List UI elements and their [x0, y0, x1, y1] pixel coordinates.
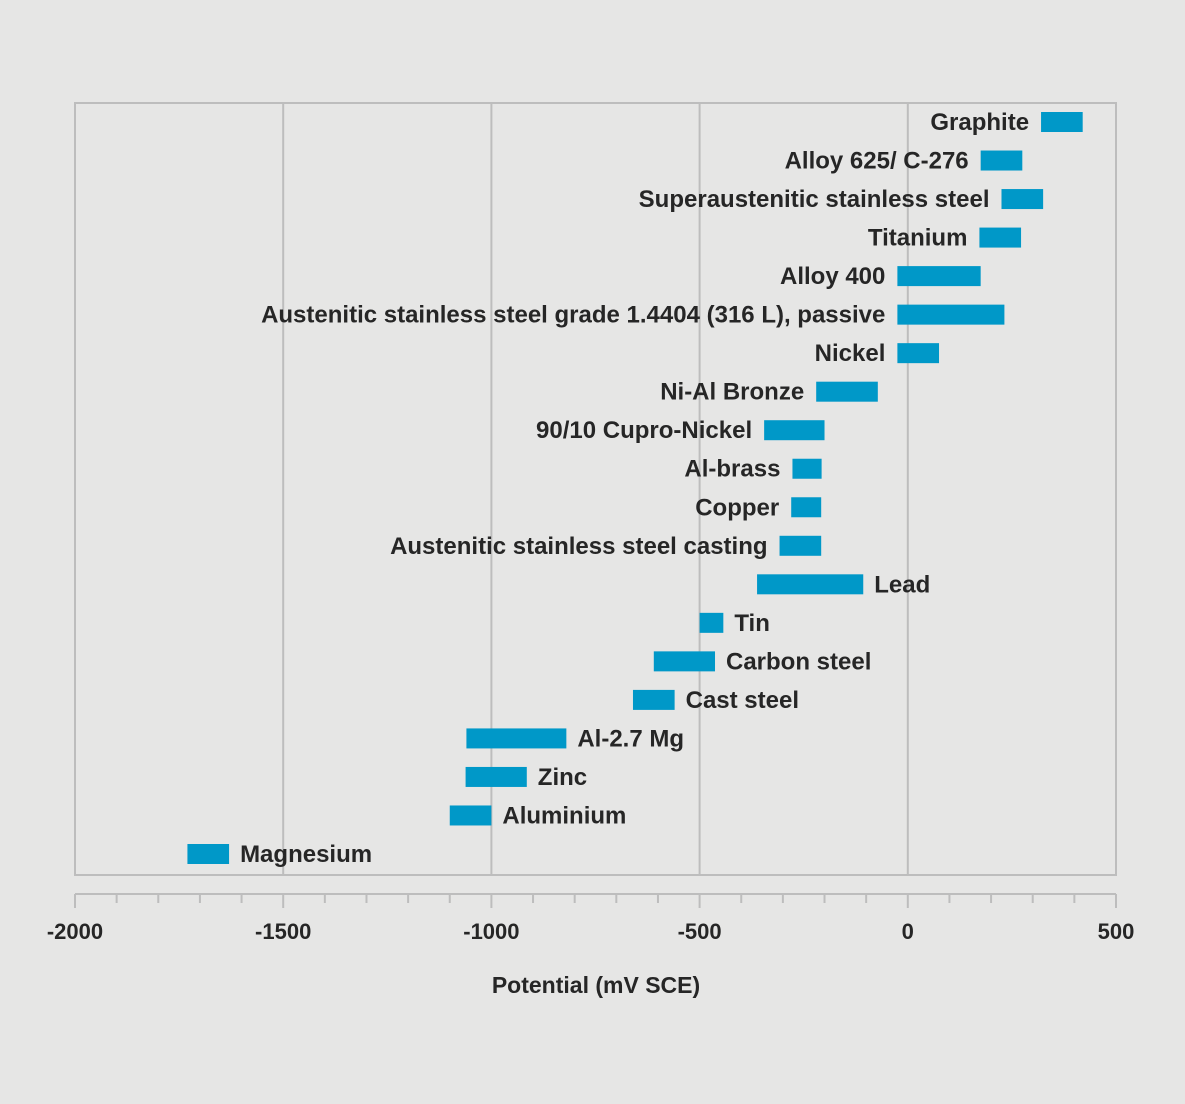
range-bar	[897, 266, 981, 287]
x-tick-label: -500	[678, 919, 722, 944]
range-bar	[1041, 112, 1083, 132]
range-bar	[449, 805, 492, 826]
bar-label: Nickel	[815, 340, 886, 367]
range-bar	[792, 458, 822, 479]
bar-label: Carbon steel	[726, 648, 871, 675]
x-tick-label: -2000	[47, 919, 103, 944]
bar-label: Magnesium	[240, 841, 372, 868]
bar-label: Al-2.7 Mg	[577, 725, 684, 752]
x-tick-label: 0	[902, 919, 914, 944]
plot-frame	[74, 102, 1117, 876]
bar-label: Austenitic stainless steel casting	[390, 533, 767, 560]
x-tick-label: -1500	[255, 919, 311, 944]
bars	[187, 112, 1083, 864]
bar-label: 90/10 Cupro-Nickel	[536, 417, 752, 444]
bar-label: Graphite	[930, 109, 1029, 136]
range-bar	[187, 844, 230, 864]
bar-label: Superaustenitic stainless steel	[639, 186, 990, 213]
range-bar	[465, 766, 527, 787]
grid-lines	[282, 103, 909, 875]
range-bar	[816, 381, 878, 402]
bar-label: Alloy 400	[780, 263, 885, 290]
bar-label: Tin	[734, 610, 770, 637]
x-axis-tick-labels: -2000 -1500 -1000 -500 0 500	[47, 919, 1135, 944]
x-axis-ticks	[74, 894, 1117, 908]
bar-labels: Graphite Alloy 625/ C-276 Superaustenitic …	[240, 109, 1029, 868]
x-tick-label: 500	[1098, 919, 1135, 944]
range-bar	[779, 535, 822, 556]
bar-label: Cast steel	[686, 687, 799, 714]
bar-label: Ni-Al Bronze	[660, 379, 804, 406]
bar-label: Titanium	[868, 225, 968, 252]
range-bar	[791, 497, 822, 518]
bar-label: Lead	[874, 571, 930, 598]
range-bar	[632, 689, 675, 710]
range-bar	[466, 728, 567, 749]
bar-label: Zinc	[538, 764, 587, 791]
range-bar	[653, 651, 716, 672]
range-bar	[980, 150, 1023, 171]
range-bar	[1001, 189, 1044, 210]
bar-label: Aluminium	[502, 802, 626, 829]
range-bar	[897, 304, 1005, 325]
x-axis-title: Potential (mV SCE)	[492, 972, 700, 998]
bar-label: Copper	[695, 494, 779, 521]
range-bar	[979, 227, 1022, 248]
bar-label: Alloy 625/ C-276	[785, 148, 969, 175]
x-tick-label: -1000	[463, 919, 519, 944]
range-bar	[699, 612, 724, 633]
range-bar	[757, 574, 864, 595]
range-bar	[764, 420, 825, 441]
bar-label: Al-brass	[684, 456, 780, 483]
range-bar	[897, 343, 940, 364]
bar-label: Austenitic stainless steel grade 1.4404 …	[261, 302, 885, 329]
